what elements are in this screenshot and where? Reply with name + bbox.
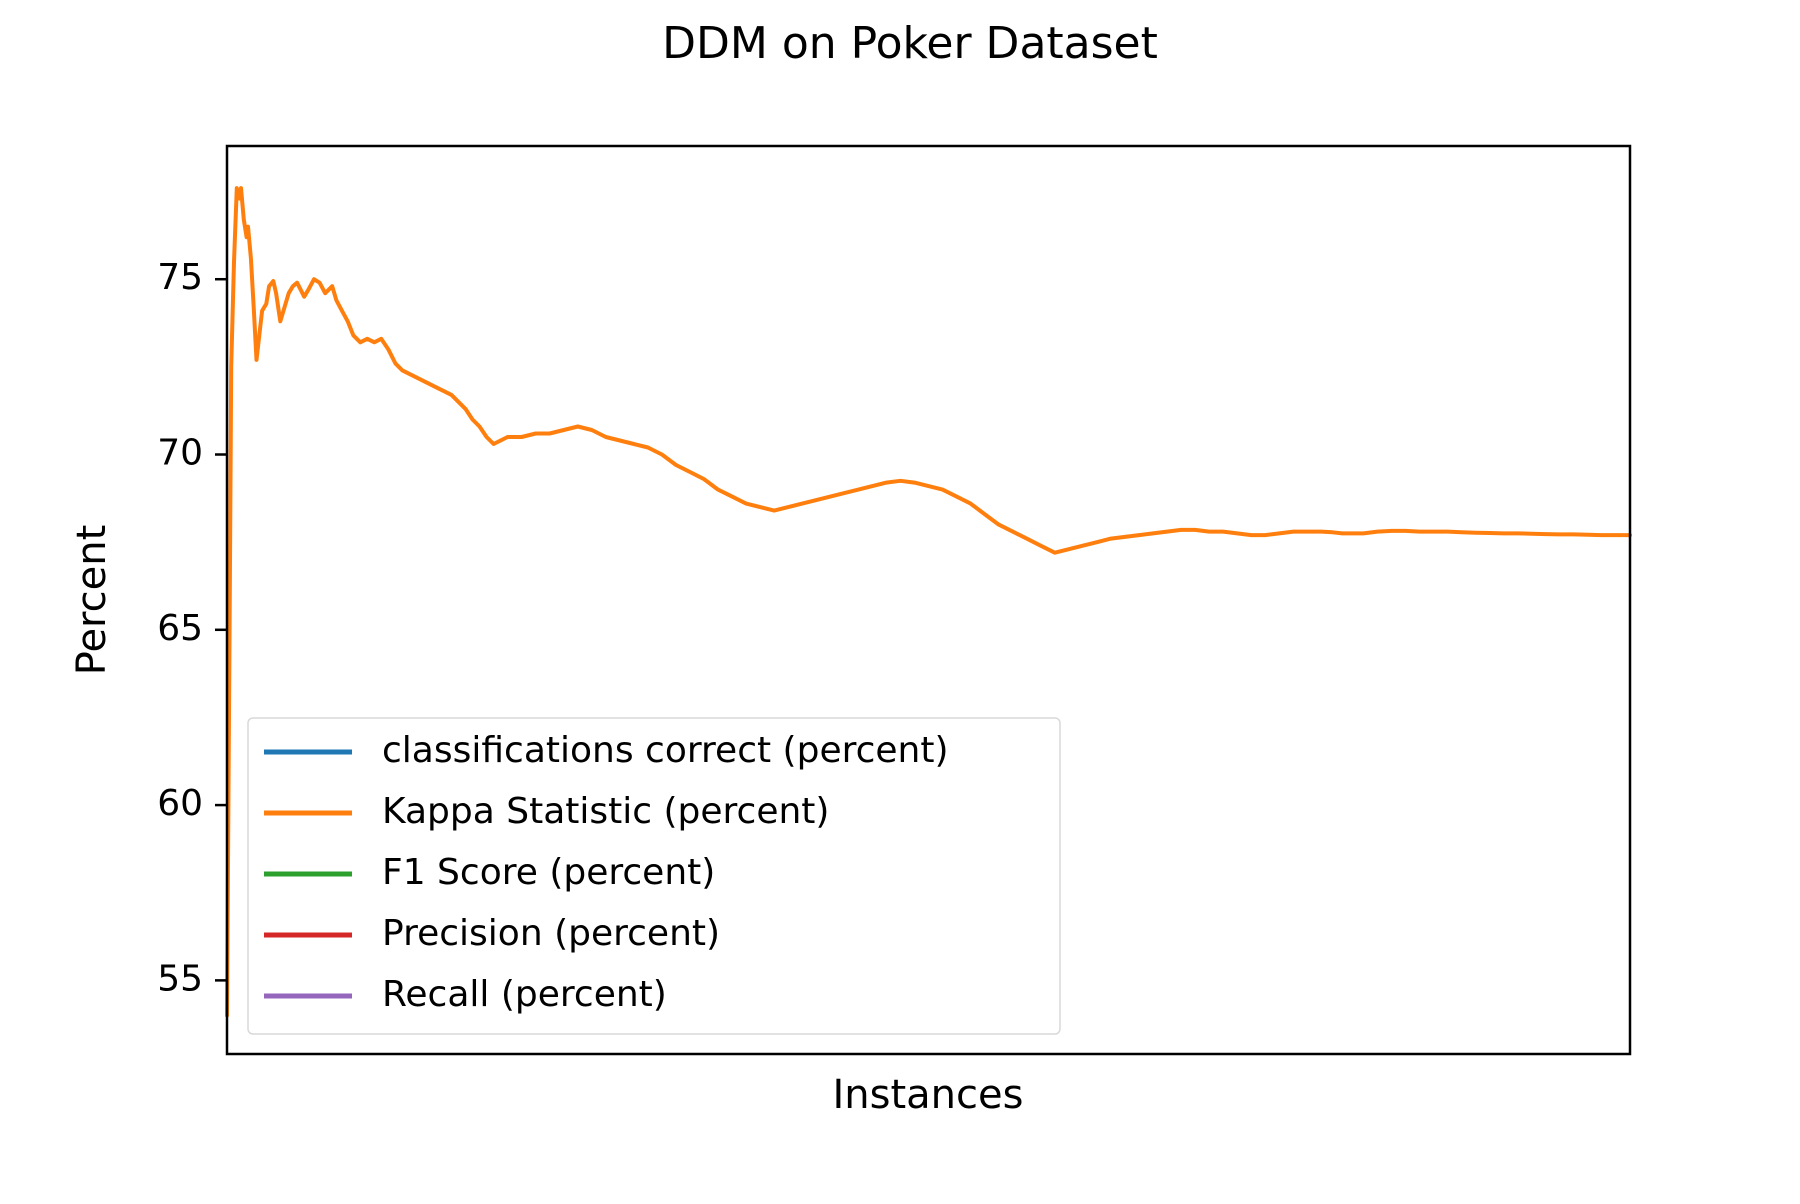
y-axis: 55 60 65 70 75 [157, 257, 227, 999]
legend-label: Kappa Statistic (percent) [382, 791, 829, 832]
y-tick-label: 65 [157, 608, 203, 649]
legend-box [247, 717, 1061, 1035]
legend-label: classifications correct (percent) [382, 730, 949, 771]
legend-label: F1 Score (percent) [382, 852, 715, 893]
chart-title: DDM on Poker Dataset [662, 18, 1158, 69]
y-tick-label: 70 [157, 433, 203, 474]
legend: classifications correct (percent) Kappa S… [247, 717, 1061, 1035]
series-line [225, 186, 1632, 1018]
legend-label: Recall (percent) [382, 974, 667, 1015]
y-tick-label: 75 [157, 257, 203, 298]
y-axis-label: Percent [69, 525, 115, 676]
x-axis-label: Instances [833, 1072, 1024, 1118]
y-tick-label: 55 [157, 958, 203, 999]
plot-frame [225, 144, 1632, 1056]
y-tick-label: 60 [157, 783, 203, 824]
legend-label: Precision (percent) [382, 913, 720, 954]
series-layer [225, 186, 1632, 1018]
